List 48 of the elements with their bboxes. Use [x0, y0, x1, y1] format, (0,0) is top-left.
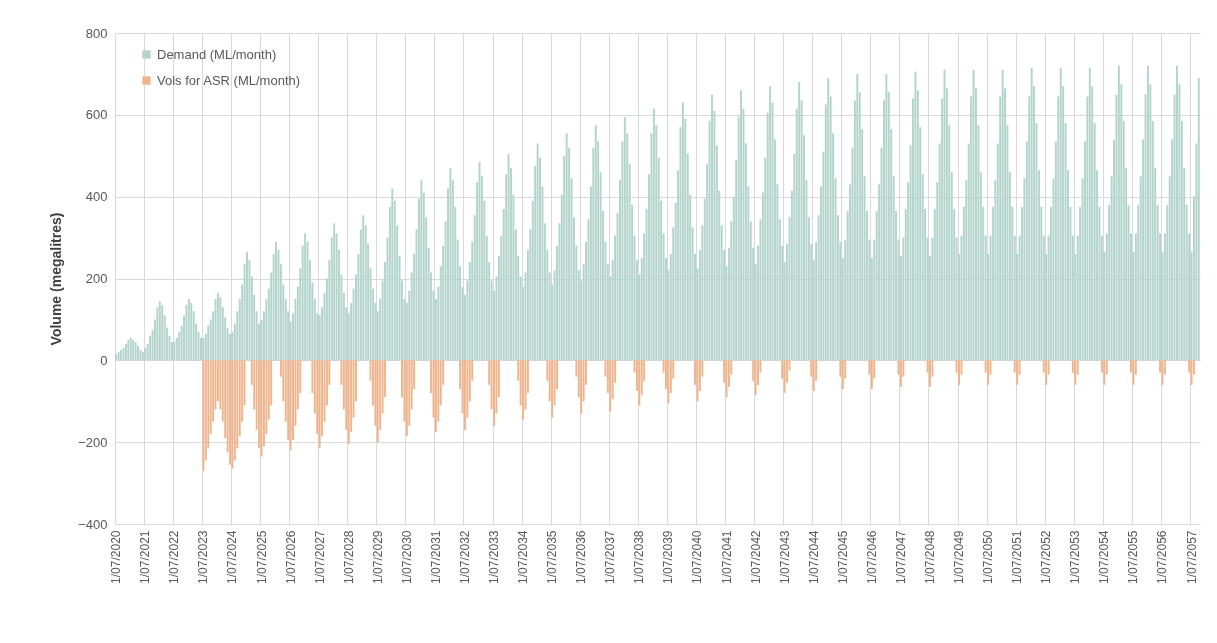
x-tick-label: 1/07/2033: [487, 530, 502, 584]
x-tick-label: 1/07/2040: [690, 530, 705, 584]
x-tick-label: 1/07/2023: [196, 530, 211, 584]
x-tick-label: 1/07/2030: [399, 530, 414, 584]
x-tick-label: 1/07/2021: [138, 530, 153, 584]
y-tick-label: 200: [85, 271, 108, 286]
x-tick-label: 1/07/2022: [167, 530, 182, 584]
legend-label: Demand (ML/month): [157, 46, 277, 62]
x-tick-label: 1/07/2057: [1184, 530, 1199, 584]
y-tick-label: 600: [85, 107, 108, 123]
x-tick-label: 1/07/2045: [835, 530, 850, 584]
x-tick-label: 1/07/2047: [893, 530, 908, 584]
x-tick-label: 1/07/2031: [428, 530, 443, 584]
x-tick-label: 1/07/2054: [1097, 530, 1112, 584]
x-tick-label: 1/07/2049: [952, 530, 967, 584]
x-tick-label: 1/07/2038: [632, 530, 647, 584]
x-tick-label: 1/07/2051: [1010, 530, 1025, 584]
x-tick-label: 1/07/2024: [225, 530, 240, 584]
x-tick-label: 1/07/2036: [574, 530, 589, 584]
x-tick-label: 1/07/2035: [545, 530, 560, 584]
x-tick-label: 1/07/2029: [370, 530, 385, 584]
x-tick-label: 1/07/2039: [661, 530, 676, 584]
y-tick-label: −400: [78, 516, 108, 532]
x-tick-label: 1/07/2053: [1068, 530, 1083, 584]
x-tick-label: 1/07/2032: [457, 530, 472, 584]
x-tick-label: 1/07/2027: [312, 530, 327, 584]
x-tick-label: 1/07/2044: [806, 530, 821, 584]
x-tick-label: 1/07/2056: [1155, 530, 1170, 584]
y-tick-label: −200: [78, 434, 108, 450]
y-axis-title: Volume (megalitres): [48, 212, 65, 346]
x-tick-label: 1/07/2037: [603, 530, 618, 584]
x-tick-label: 1/07/2048: [922, 530, 937, 584]
x-tick-label: 1/07/2055: [1126, 530, 1141, 584]
x-tick-label: 1/07/2050: [981, 530, 996, 584]
y-tick-label: 800: [85, 25, 108, 41]
x-tick-label: 1/07/2046: [864, 530, 879, 584]
y-tick-label: 0: [100, 352, 108, 368]
x-tick-label: 1/07/2026: [283, 530, 298, 584]
x-tick-label: 1/07/2052: [1039, 530, 1054, 584]
y-tick-label: 400: [85, 189, 108, 205]
x-tick-label: 1/07/2034: [516, 530, 531, 584]
x-tick-label: 1/07/2041: [719, 530, 734, 584]
legend-label: Vols for ASR (ML/month): [157, 72, 301, 88]
x-tick-label: 1/07/2043: [777, 530, 792, 584]
x-tick-label: 1/07/2020: [109, 530, 124, 584]
x-tick-label: 1/07/2028: [341, 530, 356, 584]
x-tick-label: 1/07/2042: [748, 530, 763, 584]
x-tick-label: 1/07/2025: [254, 530, 269, 584]
